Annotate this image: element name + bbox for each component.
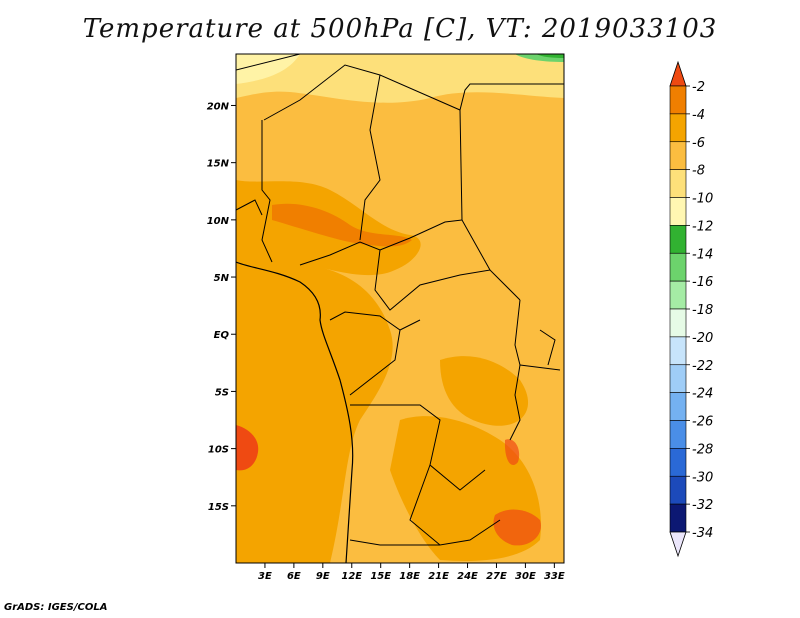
- lat-tick-label: EQ: [214, 330, 230, 341]
- colorbar-swatch: [669, 364, 687, 393]
- colorbar-swatch: [669, 448, 687, 477]
- lat-tick-label: 5N: [214, 273, 230, 284]
- colorbar-swatch: [669, 392, 687, 421]
- map-frame: [235, 53, 565, 564]
- colorbar-label: -22: [692, 359, 713, 374]
- lat-tick-label: 15S: [208, 502, 229, 513]
- lon-tick-label: 27E: [486, 571, 507, 582]
- colorbar-label: -2: [692, 80, 705, 95]
- colorbar-swatch: [669, 308, 687, 338]
- lon-tick-label: 15E: [370, 571, 391, 582]
- colorbar-swatch: [669, 197, 687, 226]
- colorbar-swatch: [669, 280, 687, 310]
- lat-tick-label: 10S: [208, 445, 229, 456]
- colorbar-label: -16: [692, 275, 713, 290]
- lat-tick-label: 10N: [207, 216, 230, 227]
- colorbar-swatch: [669, 252, 687, 282]
- colorbar-label: -30: [692, 470, 713, 485]
- lat-tick-label: 5S: [215, 387, 229, 398]
- lon-tick-label: 30E: [515, 571, 536, 582]
- lon-tick-label: 33E: [544, 571, 565, 582]
- colorbar-label: -34: [692, 526, 713, 541]
- lon-tick-label: 6E: [287, 571, 301, 582]
- lon-tick-label: 21E: [428, 571, 449, 582]
- colorbar-swatch: [669, 85, 687, 115]
- lat-tick-label: 15N: [207, 159, 230, 170]
- colorbar-swatch: [669, 169, 687, 198]
- colorbar-lower-arrow: [669, 531, 687, 558]
- lon-axis: 3E 6E 9E 12E 15E 18E 21E 24E 27E 30E 33E: [258, 563, 565, 582]
- lon-tick-label: 24E: [457, 571, 478, 582]
- colorbar: -2 -4 -6 -8 -10 -12 -14 -16 -18 -20 -22 -24 -26 -28 -3…: [669, 60, 713, 558]
- colorbar-label: -26: [692, 415, 713, 430]
- temperature-field: [236, 54, 564, 563]
- grads-credit: GrADS: IGES/COLA: [4, 602, 108, 613]
- colorbar-swatch: [669, 503, 687, 533]
- lat-tick-label: 20N: [207, 101, 230, 112]
- colorbar-label: -12: [692, 219, 713, 234]
- colorbar-label: -14: [692, 247, 713, 262]
- colorbar-swatch: [669, 141, 687, 170]
- colorbar-swatch: [669, 113, 687, 143]
- lon-tick-label: 9E: [316, 571, 330, 582]
- colorbar-swatch: [669, 475, 687, 505]
- colorbar-label: -24: [692, 387, 713, 402]
- lon-tick-label: 3E: [258, 571, 272, 582]
- colorbar-label: -8: [692, 164, 705, 179]
- colorbar-label: -6: [692, 136, 705, 151]
- colorbar-upper-arrow: [669, 60, 687, 87]
- colorbar-label: -10: [692, 192, 713, 207]
- lon-tick-label: 18E: [399, 571, 420, 582]
- colorbar-label: -20: [692, 331, 713, 346]
- colorbar-label: -4: [692, 108, 705, 123]
- lon-tick-label: 12E: [341, 571, 362, 582]
- colorbar-swatch: [669, 420, 687, 449]
- colorbar-label: -28: [692, 442, 713, 457]
- plot-title: Temperature at 500hPa [C], VT: 201903310…: [82, 14, 718, 44]
- colorbar-label: -32: [692, 498, 713, 513]
- colorbar-label: -18: [692, 303, 713, 318]
- lat-axis: 20N 15N 10N 5N EQ 5S 10S 15S: [207, 101, 236, 513]
- colorbar-swatch: [669, 336, 687, 366]
- colorbar-swatch: [669, 225, 687, 254]
